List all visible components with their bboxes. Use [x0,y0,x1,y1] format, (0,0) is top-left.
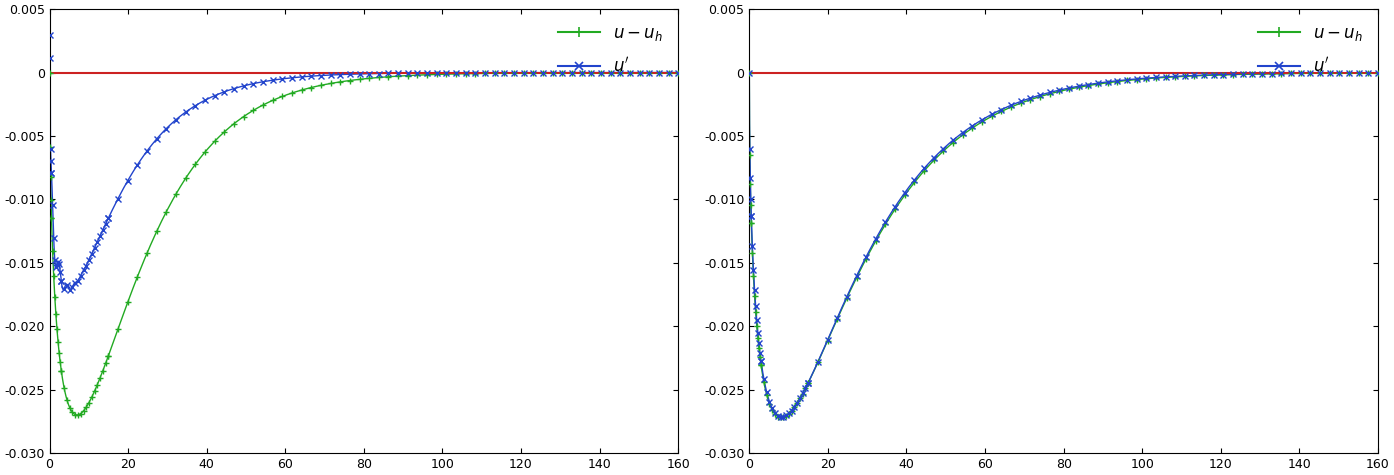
Legend: $u - u_h$, $u'$: $u - u_h$, $u'$ [552,18,671,82]
Legend: $u - u_h$, $u'$: $u - u_h$, $u'$ [1252,18,1370,82]
